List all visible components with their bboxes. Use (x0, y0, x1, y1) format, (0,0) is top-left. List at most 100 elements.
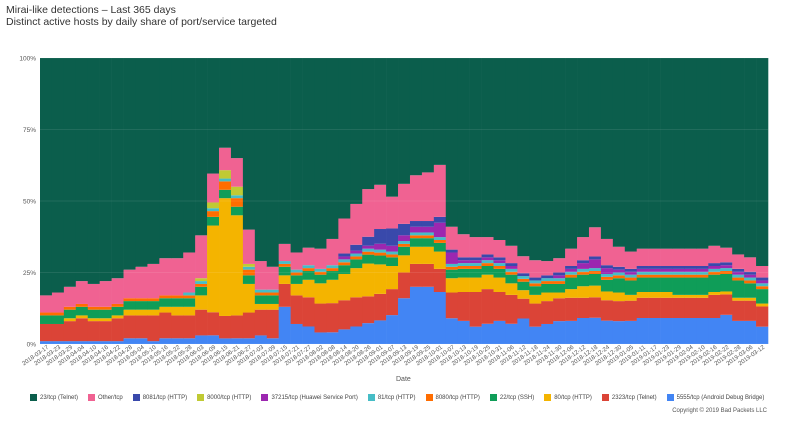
bar-segment (433, 268, 447, 292)
bar-segment (219, 181, 232, 190)
bar-segment (732, 58, 745, 255)
bar-segment (481, 263, 494, 266)
bar-segment (207, 173, 220, 203)
bar-segment (612, 246, 626, 267)
bar-segment (398, 272, 411, 299)
bar-segment (529, 260, 542, 278)
bar-segment (326, 303, 339, 333)
bar-segment (230, 338, 244, 344)
bar-segment (624, 320, 638, 344)
bar-segment (338, 218, 351, 254)
bar-segment (648, 297, 661, 318)
bar-segment (684, 277, 697, 295)
bar-segment (242, 266, 256, 270)
legend-item: 37215/tcp (Huawei Service Port) (261, 394, 358, 401)
bar-segment (374, 58, 387, 185)
bar-segment (457, 257, 470, 261)
bar-segment (40, 315, 53, 324)
bar-segment (409, 235, 423, 239)
bar-segment (565, 289, 578, 298)
bar-segment (481, 274, 494, 290)
bar-segment (123, 298, 136, 302)
bar-segment (493, 257, 506, 261)
bar-segment (660, 248, 673, 266)
bar-segment (147, 341, 160, 344)
bar-segment (708, 274, 721, 292)
legend-item: 8000/tcp (HTTP) (197, 394, 251, 401)
bar-segment (732, 280, 745, 298)
bar-segment (720, 262, 733, 266)
bar-segment (99, 281, 112, 307)
bar-segment (63, 321, 77, 342)
bar-segment (696, 248, 709, 266)
bar-segment (171, 315, 184, 339)
bar-segment (338, 329, 351, 344)
bar-segment (421, 246, 435, 264)
bar-segment (183, 315, 196, 339)
bar-segment (326, 265, 339, 269)
bar-segment (553, 298, 566, 322)
bar-segment (612, 301, 626, 322)
bar-segment (230, 186, 244, 196)
bar-segment (374, 320, 387, 344)
bar-segment (672, 248, 685, 266)
bar-segment (457, 277, 470, 292)
bar-segment (636, 274, 649, 278)
bar-segment (266, 295, 279, 304)
bar-segment (457, 58, 470, 235)
bar-segment (51, 58, 65, 293)
bar-segment (171, 298, 184, 307)
bar-segment (529, 294, 542, 304)
bar-segment (421, 232, 435, 236)
bar-segment (672, 271, 685, 275)
bar-segment (565, 271, 578, 275)
bar-segment (529, 303, 542, 327)
bar-segment (51, 312, 65, 316)
bar-segment (553, 275, 566, 279)
bar-segment (183, 298, 196, 307)
bar-segment (660, 271, 673, 275)
bar-segment (409, 238, 423, 247)
bar-segment (756, 280, 769, 284)
legend-item: Other/tcp (88, 394, 123, 401)
bar-segment (588, 273, 602, 286)
legend-label: 22/tcp (SSH) (499, 394, 535, 401)
bar-segment (517, 276, 530, 279)
bar-segment (720, 268, 733, 272)
bar-segment (195, 309, 208, 336)
bar-segment (278, 275, 291, 284)
bar-segment (624, 58, 638, 252)
bar-segment (398, 243, 411, 247)
bar-segment (135, 315, 148, 339)
bar-segment (517, 281, 530, 291)
bar-segment (612, 275, 626, 279)
bar-segment (648, 248, 661, 266)
bar-segment (600, 273, 614, 277)
bar-segment (219, 170, 232, 179)
bar-segment (195, 283, 208, 287)
bar-segment (565, 320, 578, 344)
bar-segment (529, 326, 542, 344)
y-tick-label: 50% (23, 199, 36, 206)
legend-swatch (197, 394, 205, 401)
bar-segment (529, 277, 542, 281)
bar-segment (433, 58, 447, 165)
bar-segment (99, 321, 112, 342)
bar-segment (624, 300, 638, 321)
bar-segment (350, 203, 363, 245)
bar-segment (708, 294, 721, 318)
bar-segment (744, 300, 757, 321)
bar-segment (409, 246, 423, 264)
bar-segment (362, 251, 375, 255)
bar-segment (123, 301, 136, 310)
bar-segment (421, 226, 435, 233)
bar-segment (493, 277, 506, 292)
bar-segment (171, 295, 184, 299)
bar-segment (720, 271, 733, 274)
bar-segment (409, 263, 423, 287)
bar-segment (565, 58, 578, 249)
bar-segment (278, 58, 291, 244)
bar-segment (326, 279, 339, 304)
bar-segment (242, 269, 256, 276)
bar-segment (648, 271, 661, 275)
